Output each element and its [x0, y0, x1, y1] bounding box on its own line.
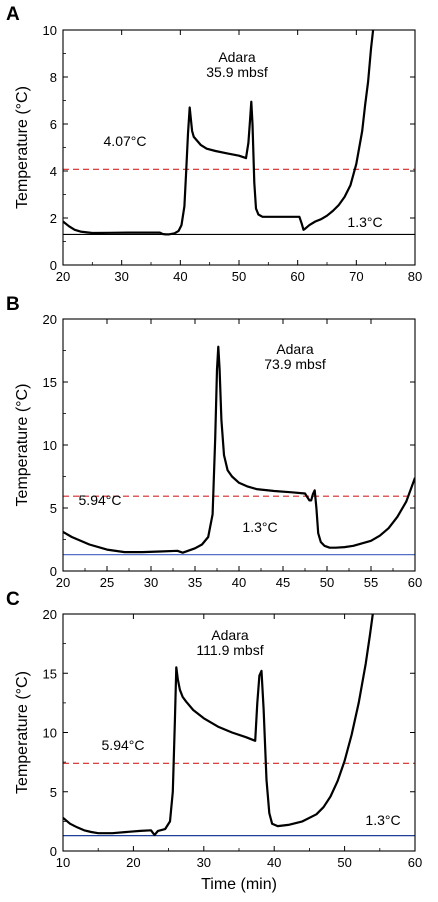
y-tick-label: 5 — [50, 785, 57, 800]
series-line — [63, 614, 374, 837]
x-tick-label: 20 — [56, 269, 70, 284]
y-tick-label: 10 — [43, 438, 57, 453]
chart-subtitle: 111.9 mbsf — [196, 642, 263, 658]
x-tick-label: 70 — [349, 269, 363, 284]
y-tick-label: 8 — [50, 70, 57, 85]
x-tick-label: 80 — [408, 269, 422, 284]
x-tick-label: 30 — [197, 855, 211, 870]
panel-letter: C — [6, 589, 20, 610]
y-tick-label: 15 — [43, 375, 57, 390]
panel-letter: A — [6, 4, 20, 25]
x-tick-label: 50 — [232, 269, 246, 284]
chart-title: Adara — [276, 341, 314, 357]
y-tick-label: 20 — [43, 607, 57, 622]
x-tick-label: 50 — [320, 575, 334, 590]
reference-label: 1.3°C — [365, 812, 400, 828]
y-tick-label: 2 — [50, 211, 57, 226]
x-tick-label: 45 — [276, 575, 290, 590]
x-tick-label: 20 — [126, 855, 140, 870]
chart-subtitle: 35.9 mbsf — [206, 64, 268, 80]
reference-label: 1.3°C — [347, 214, 382, 230]
x-tick-label: 40 — [267, 855, 281, 870]
x-axis-label: Time (min) — [201, 876, 277, 893]
panel-letter: B — [6, 294, 20, 315]
x-tick-label: 50 — [337, 855, 351, 870]
chart-title: Adara — [211, 627, 249, 643]
y-tick-label: 6 — [50, 117, 57, 132]
reference-label: 5.94°C — [102, 737, 145, 753]
x-tick-label: 30 — [144, 575, 158, 590]
reference-label: 1.3°C — [242, 519, 277, 535]
y-axis-label: Temperature (°C) — [14, 86, 31, 209]
x-tick-label: 60 — [290, 269, 304, 284]
x-tick-label: 60 — [408, 575, 422, 590]
y-tick-label: 0 — [50, 564, 57, 579]
y-axis-label: Temperature (°C) — [14, 384, 31, 507]
x-tick-label: 55 — [364, 575, 378, 590]
chart-panel-b: B 5.94°C 1.3°C 20 25 30 35 40 45 50 55 60 0 5 10 15 20 Te… — [6, 294, 422, 590]
x-tick-label: 40 — [232, 575, 246, 590]
y-tick-label: 10 — [43, 726, 57, 741]
y-tick-label: 4 — [50, 164, 57, 179]
y-tick-label: 10 — [43, 23, 57, 38]
x-tick-label: 25 — [100, 575, 114, 590]
reference-label: 5.94°C — [79, 492, 122, 508]
x-tick-label: 35 — [188, 575, 202, 590]
series-line — [63, 345, 415, 554]
reference-label: 4.07°C — [104, 133, 147, 149]
chart-subtitle: 73.9 mbsf — [264, 356, 326, 372]
y-tick-label: 0 — [50, 258, 57, 273]
x-tick-label: 10 — [56, 855, 70, 870]
x-tick-label: 30 — [114, 269, 128, 284]
chart-panel-c: C 5.94°C 1.3°C 10 20 30 40 50 60 0 5 10 15 20 Temperat… — [6, 589, 422, 893]
y-tick-label: 5 — [50, 501, 57, 516]
x-tick-label: 60 — [408, 855, 422, 870]
x-tick-label: 20 — [56, 575, 70, 590]
y-tick-label: 15 — [43, 666, 57, 681]
x-tick-label: 40 — [173, 269, 187, 284]
chart-panel-a: A 4.07°C 1.3°C 20 30 40 50 60 70 80 0 2 4 6 8 10 Tempera… — [6, 4, 422, 284]
plot-frame — [62, 318, 416, 572]
y-tick-label: 0 — [50, 844, 57, 859]
series-line — [63, 30, 375, 236]
chart-title: Adara — [218, 49, 256, 65]
y-axis-label: Temperature (°C) — [14, 671, 31, 794]
y-tick-label: 20 — [43, 312, 57, 327]
